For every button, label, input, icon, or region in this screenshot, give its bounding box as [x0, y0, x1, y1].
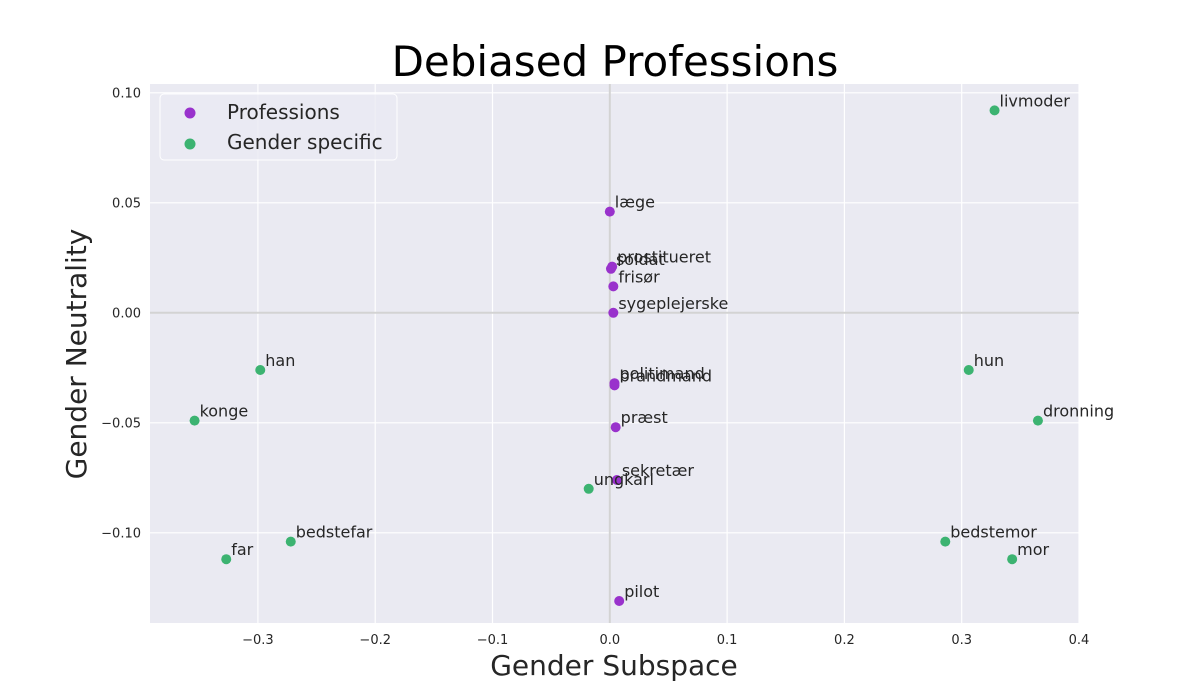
x-tick-label: −0.2 [359, 633, 391, 648]
y-axis-label: Gender Neutrality [60, 229, 93, 480]
x-tick-label: −0.3 [242, 633, 274, 648]
point-professions [608, 307, 619, 318]
tick-layer: −0.3 −0.2 −0.1 0.0 0.1 0.2 0.3 0.4 −0.10 −0.05 0.0… [101, 86, 1089, 648]
point-gender-specific [189, 415, 200, 426]
point-gender-specific [963, 365, 974, 375]
point-professions [605, 263, 616, 274]
point-label: præst [621, 408, 668, 427]
point-label: mor [1017, 540, 1049, 559]
point-label: dronning [1043, 402, 1114, 421]
point-label: sekretær [622, 461, 695, 480]
point-label: pilot [624, 582, 659, 601]
x-tick-label: −0.1 [477, 633, 509, 648]
point-professions [604, 206, 615, 217]
point-professions [610, 422, 621, 433]
x-tick-label: 0.3 [951, 633, 972, 648]
y-tick-label: −0.05 [101, 416, 141, 431]
point-gender-specific [1007, 554, 1018, 565]
legend: Professions Gender specific [159, 93, 398, 161]
x-tick-label: 0.1 [717, 633, 738, 648]
point-gender-specific [989, 105, 1000, 116]
point-label: livmoder [1000, 91, 1071, 110]
point-professions [608, 281, 619, 292]
y-tick-label: 0.00 [112, 306, 141, 321]
point-gender-specific [583, 483, 594, 494]
point-label: ungkarl [594, 470, 654, 489]
point-label: bedstefar [296, 523, 373, 542]
x-tick-label: 0.0 [599, 633, 620, 648]
y-tick-label: −0.10 [101, 526, 141, 541]
x-axis-label: Gender Subspace [490, 649, 738, 682]
legend-box [159, 93, 398, 161]
point-gender-specific [255, 365, 266, 375]
x-tick-label: 0.4 [1069, 633, 1090, 648]
point-label: brandmand [620, 366, 713, 385]
point-professions [611, 475, 622, 485]
point-label: soldat [616, 250, 665, 269]
point-professions [614, 596, 625, 606]
point-label: sygeplejerske [618, 294, 728, 313]
point-gender-specific [221, 554, 232, 565]
point-label: bedstemor [950, 523, 1037, 542]
chart-title: Debiased Professions [392, 37, 839, 86]
point-label: læge [615, 193, 655, 212]
point-gender-specific [940, 536, 951, 547]
legend-label-professions: Professions [227, 100, 340, 124]
point-label: prostitueret [617, 248, 711, 267]
point-gender-specific [285, 536, 296, 547]
legend-marker-gender-specific [184, 138, 196, 150]
point-label: han [265, 351, 295, 370]
y-tick-label: 0.05 [112, 196, 141, 211]
legend-marker-professions [184, 107, 196, 119]
point-label: frisør [618, 267, 660, 286]
point-label: konge [200, 402, 249, 421]
legend-label-gender-specific: Gender specific [227, 130, 383, 154]
x-tick-label: 0.2 [834, 633, 855, 648]
point-gender-specific [1032, 415, 1043, 426]
point-label: hun [974, 351, 1004, 370]
point-professions [609, 380, 620, 391]
point-layer [189, 105, 1043, 606]
point-label: politimand [620, 364, 705, 383]
point-label: far [231, 540, 253, 559]
y-tick-label: 0.10 [112, 86, 141, 101]
